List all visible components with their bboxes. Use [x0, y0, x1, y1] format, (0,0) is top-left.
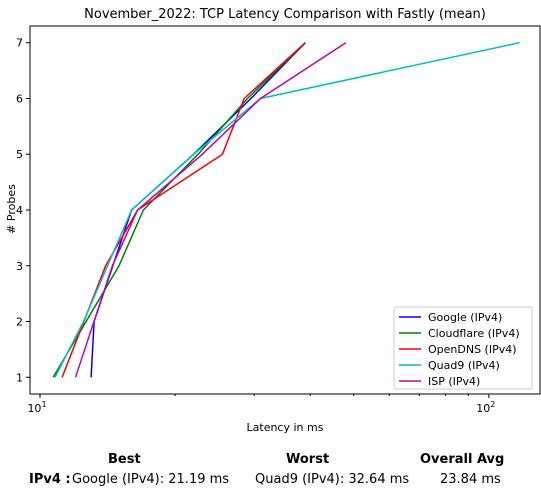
series-line-1 — [52, 42, 306, 378]
legend-entry-1: Cloudflare (IPv4) — [428, 327, 520, 340]
legend-entry-3: Quad9 (IPv4) — [428, 359, 500, 372]
y-tick-label-3: 3 — [16, 260, 23, 273]
legend-entry-0: Google (IPv4) — [428, 311, 502, 324]
y-tick-label-6: 6 — [16, 92, 23, 105]
chart-title: November_2022: TCP Latency Comparison wi… — [84, 7, 486, 22]
x-tick-label-1: 102 — [476, 400, 495, 415]
y-tick-label-5: 5 — [16, 148, 23, 161]
y-tick-label-7: 7 — [16, 37, 23, 50]
legend-entry-2: OpenDNS (IPv4) — [428, 343, 517, 356]
series-line-3 — [54, 41, 520, 378]
latency-chart: November_2022: TCP Latency Comparison wi… — [5, 7, 541, 434]
y-tick-label-2: 2 — [16, 316, 23, 329]
y-axis-label: # Probes — [5, 184, 18, 234]
overall-avg-header: Overall Avg — [420, 452, 505, 467]
y-tick-label-4: 4 — [16, 204, 23, 217]
overall-avg-value: 23.84 ms — [440, 472, 501, 487]
legend-entry-4: ISP (IPv4) — [428, 375, 480, 388]
best-value: Google (IPv4): 21.19 ms — [72, 472, 230, 487]
x-tick-label-0: 101 — [27, 400, 46, 415]
worst-value: Quad9 (IPv4): 32.64 ms — [255, 472, 410, 487]
legend-box — [393, 306, 533, 390]
series-line-2 — [61, 42, 306, 378]
best-header: Best — [108, 452, 141, 467]
x-axis-label: Latency in ms — [247, 421, 324, 434]
series-line-0 — [90, 42, 306, 378]
legend: Google (IPv4) Cloudflare (IPv4) OpenDNS (I… — [393, 306, 533, 390]
x-tick-exponent-1: 2 — [490, 400, 495, 409]
worst-header: Worst — [286, 452, 330, 467]
y-tick-label-1: 1 — [16, 371, 23, 384]
ipv4-row-label: IPv4 : — [29, 472, 71, 487]
x-tick-exponent-0: 1 — [41, 400, 46, 409]
series-line-4 — [74, 42, 347, 378]
